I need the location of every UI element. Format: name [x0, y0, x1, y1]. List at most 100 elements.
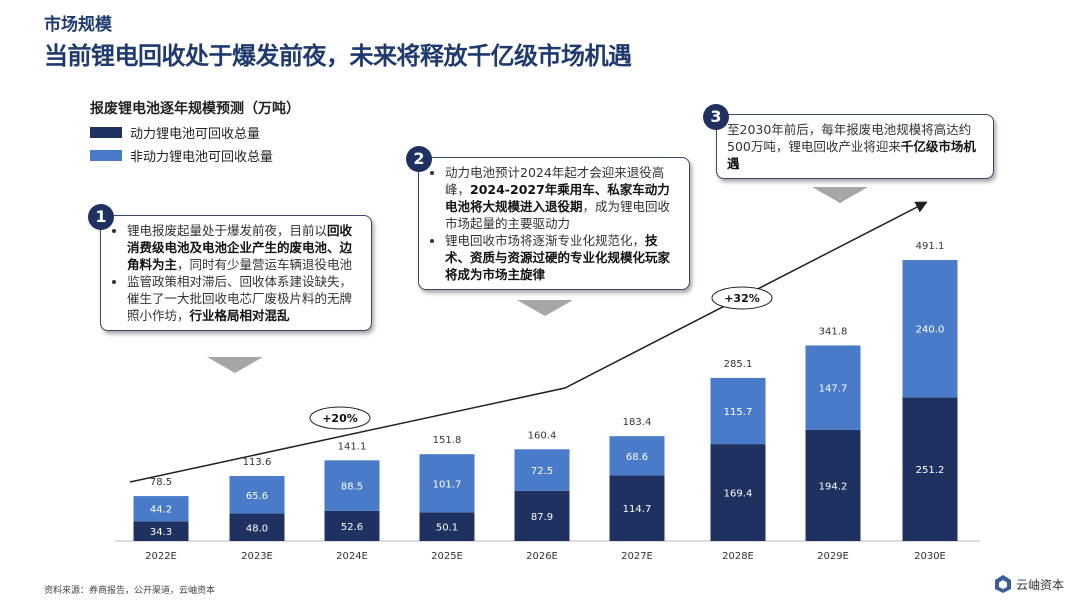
bar-power-2028E [710, 444, 766, 541]
value-label-power: 114.7 [623, 504, 652, 515]
logo: 云岫资本 [994, 574, 1064, 594]
bar-nonpower-2027E [609, 436, 665, 476]
callout-2: 动力电池预计2024年起才会迎来退役高峰，2024-2027年乘用车、私家车动力… [418, 157, 690, 290]
text: ，同时有少量营运车辆退役电池 [177, 257, 353, 272]
total-label: 341.8 [819, 326, 848, 337]
logo-icon [995, 575, 1011, 593]
x-tick-label: 2025E [431, 551, 463, 562]
bar-nonpower-2023E [229, 476, 285, 514]
callout-bullet: 锂电回收市场将逐渐专业化规范化，技术、资质与资源过硬的专业化规模化玩家将成为市场… [445, 232, 679, 283]
growth-badge [309, 406, 371, 430]
callout-list: 锂电报废起量处于爆发前夜，目前以回收消费级电池及电池企业产生的废电池、边角料为主… [111, 222, 361, 324]
x-tick-label: 2026E [526, 551, 558, 562]
bold-text: 行业格局相对混乱 [189, 308, 290, 323]
pointer-triangle [517, 300, 573, 316]
value-label-nonpower: 147.7 [819, 384, 848, 395]
chart-title: 报废锂电池逐年规模预测（万吨） [90, 101, 300, 117]
bar-power-2027E [609, 475, 665, 541]
value-label-nonpower: 115.7 [724, 407, 753, 418]
legend-item-nonpower: 非动力锂电池可回收总量 [90, 146, 273, 165]
bar-power-2024E [324, 510, 380, 541]
callout-number-2: 2 [406, 146, 432, 172]
callout-list: 动力电池预计2024年起才会迎来退役高峰，2024-2027年乘用车、私家车动力… [429, 164, 679, 283]
total-label: 491.1 [916, 241, 945, 252]
value-label-power: 87.9 [531, 512, 553, 523]
total-label: 141.1 [338, 441, 367, 452]
total-label: 78.5 [150, 477, 172, 488]
bar-nonpower-2029E [805, 345, 861, 430]
bar-power-2022E [133, 521, 189, 541]
callout-number-1: 1 [88, 204, 114, 230]
value-label-nonpower: 65.6 [246, 491, 268, 502]
legend-label: 动力锂电池可回收总量 [130, 127, 261, 142]
bar-power-2030E [902, 397, 958, 541]
value-label-nonpower: 101.7 [433, 479, 462, 490]
growth-badge [711, 286, 773, 310]
text: 监管政策相对滞后、回收体系建设缺失，催生了一大批回收电芯厂废极片料的无牌照小作坊… [127, 274, 353, 323]
value-label-nonpower: 88.5 [341, 482, 363, 493]
growth-label: +32% [724, 292, 760, 305]
bar-nonpower-2024E [324, 460, 380, 511]
total-label: 183.4 [623, 417, 652, 428]
text: 锂电报废起量处于爆发前夜，目前以 [127, 223, 328, 238]
bold-text: 技术、资质与资源过硬的专业化规模化玩家将成为市场主旋律 [445, 233, 671, 282]
x-tick-label: 2023E [241, 551, 273, 562]
bar-power-2026E [514, 490, 570, 541]
legend-label: 非动力锂电池可回收总量 [130, 150, 274, 165]
growth-label: +20% [322, 412, 358, 425]
text: 动力电池预计2024年起才会迎来退役高峰， [445, 165, 665, 197]
x-tick-label: 2028E [722, 551, 754, 562]
value-label-power: 52.6 [341, 522, 363, 533]
x-tick-label: 2024E [336, 551, 368, 562]
logo-text: 云岫资本 [1016, 577, 1065, 592]
legend-item-power: 动力锂电池可回收总量 [90, 123, 260, 142]
value-label-power: 169.4 [724, 489, 753, 500]
total-label: 151.8 [433, 435, 462, 446]
callout-number-3: 3 [703, 104, 729, 130]
pointer-triangle [812, 187, 868, 203]
value-label-power: 50.1 [436, 523, 458, 534]
bar-power-2029E [805, 429, 861, 541]
section-label: 市场规模 [44, 15, 112, 35]
bar-nonpower-2022E [133, 496, 189, 522]
total-label: 160.4 [528, 430, 557, 441]
bar-nonpower-2025E [419, 454, 475, 513]
bar-power-2023E [229, 513, 285, 541]
text: ，成为锂电回收市场起量的主要驱动力 [445, 199, 671, 231]
value-label-nonpower: 68.6 [626, 452, 648, 463]
source-note: 资料来源：券商报告，公开渠道，云岫资本 [44, 586, 216, 596]
value-label-power: 34.3 [150, 527, 172, 538]
page-title: 当前锂电回收处于爆发前夜，未来将释放千亿级市场机遇 [44, 42, 632, 70]
bar-nonpower-2028E [710, 377, 766, 445]
value-label-power: 194.2 [819, 481, 848, 492]
x-tick-label: 2029E [817, 551, 849, 562]
callout-bullet: 锂电报废起量处于爆发前夜，目前以回收消费级电池及电池企业产生的废电池、边角料为主… [127, 222, 361, 273]
bold-text: 千亿级市场机遇 [727, 139, 976, 171]
value-label-power: 48.0 [246, 523, 268, 534]
value-label-nonpower: 72.5 [531, 466, 553, 477]
callout-1: 锂电报废起量处于爆发前夜，目前以回收消费级电池及电池企业产生的废电池、边角料为主… [100, 215, 372, 331]
x-tick-label: 2027E [621, 551, 653, 562]
value-label-power: 251.2 [916, 465, 945, 476]
bold-text: 2024-2027年乘用车、私家车动力电池将大规模进入退役期 [445, 182, 670, 214]
bar-power-2025E [419, 512, 475, 541]
x-tick-label: 2022E [145, 551, 177, 562]
value-label-nonpower: 240.0 [916, 325, 945, 336]
pointer-triangle [207, 357, 263, 373]
value-label-nonpower: 44.2 [150, 505, 172, 516]
total-label: 113.6 [243, 457, 272, 468]
trend-arrow [129, 201, 928, 483]
total-label: 285.1 [724, 359, 753, 370]
callout-bullet: 动力电池预计2024年起才会迎来退役高峰，2024-2027年乘用车、私家车动力… [445, 164, 679, 232]
bar-nonpower-2030E [902, 260, 958, 398]
x-tick-label: 2030E [914, 551, 946, 562]
callout-3: 至2030年前后，每年报废电池规模将高达约500万吨，锂电回收产业将迎来千亿级市… [716, 114, 994, 179]
legend-swatch [90, 127, 122, 138]
legend-swatch [90, 150, 122, 161]
callout-bullet: 监管政策相对滞后、回收体系建设缺失，催生了一大批回收电芯厂废极片料的无牌照小作坊… [127, 273, 361, 324]
text: 至2030年前后，每年报废电池规模将高达约500万吨，锂电回收产业将迎来 [727, 122, 972, 154]
bold-text: 回收消费级电池及电池企业产生的废电池、边角料为主 [127, 223, 353, 272]
bar-nonpower-2026E [514, 449, 570, 491]
text: 锂电回收市场将逐渐专业化规范化， [445, 233, 646, 248]
